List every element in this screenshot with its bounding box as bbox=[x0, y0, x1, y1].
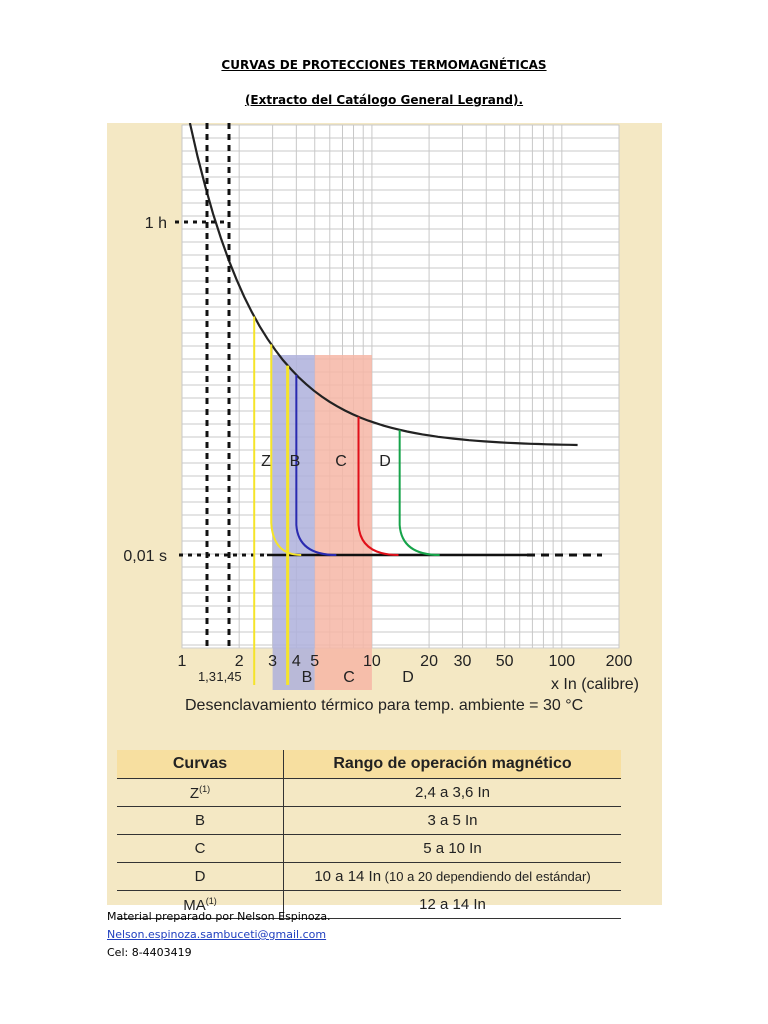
series-label-b: B bbox=[290, 453, 301, 470]
range-value: 2,4 a 3,6 In bbox=[414, 784, 491, 801]
y-label-bottom: 0,01 s bbox=[123, 548, 167, 565]
series-b-curve bbox=[295, 374, 337, 556]
curve-name: C bbox=[194, 840, 206, 857]
column-header-range: Rango de operación magnético bbox=[283, 750, 621, 779]
series-label-z: Z bbox=[261, 453, 271, 470]
table-row: B 3 a 5 In bbox=[117, 806, 621, 835]
x-tick-label: 30 bbox=[454, 653, 472, 670]
x-axis-label: x In (calibre) bbox=[551, 676, 639, 693]
x-tick-label: 5 bbox=[310, 653, 319, 670]
range-value: 10 a 14 In bbox=[314, 868, 382, 885]
curve-cell: B bbox=[117, 806, 284, 835]
chart-panel: 1 h 0,01 s 1 2 3 4 5 10 20 30 50 100 200 1,3 1,45 x In … bbox=[107, 123, 662, 919]
range-cell: 2,4 a 3,6 In bbox=[283, 778, 621, 807]
page-title: CURVAS DE PROTECCIONES TERMOMAGNÉTICAS bbox=[221, 58, 547, 72]
footer-author: Material preparado por Nelson Espinoza. bbox=[107, 910, 331, 923]
x-tick-label: 200 bbox=[606, 653, 633, 670]
x-tick-label: 50 bbox=[496, 653, 514, 670]
label-layer: 1 h 0,01 s 1 2 3 4 5 10 20 30 50 100 200 1,3 1,45 x In … bbox=[123, 215, 639, 693]
series-z-curve bbox=[270, 344, 302, 556]
x-tick-label: 100 bbox=[548, 653, 575, 670]
curve-cell: D bbox=[117, 862, 284, 891]
curve-name: D bbox=[194, 868, 206, 885]
curve-cell: MA(1) bbox=[117, 890, 284, 919]
x-tick-label: 10 bbox=[363, 653, 381, 670]
table-row: MA(1) 12 a 14 In bbox=[117, 890, 621, 919]
page-subtitle: (Extracto del Catálogo General Legrand). bbox=[244, 93, 524, 107]
column-header-curves: Curvas bbox=[117, 750, 284, 779]
band-layer bbox=[272, 355, 372, 690]
operation-range-table: Curvas Rango de operación magnético Z(1)… bbox=[117, 750, 621, 919]
band-label-d: D bbox=[402, 669, 414, 686]
footer-phone: Cel: 8-4403419 bbox=[107, 946, 192, 959]
range-value: 5 a 10 In bbox=[423, 840, 482, 857]
series-c-curve bbox=[357, 416, 399, 556]
table-row: Z(1) 2,4 a 3,6 In bbox=[117, 778, 621, 807]
footer-email-link[interactable]: Nelson.espinoza.sambuceti@gmail.com bbox=[107, 928, 327, 941]
table-row: D 10 a 14 In (10 a 20 dependiendo del est… bbox=[117, 862, 621, 891]
x-sub-tick-label: 1,3 bbox=[198, 669, 216, 684]
band-b bbox=[272, 355, 315, 690]
range-note: (10 a 20 dependiendo del estándar) bbox=[381, 869, 591, 884]
chart-grid bbox=[181, 124, 620, 649]
band-label-c: C bbox=[343, 669, 355, 686]
series-label-d: D bbox=[379, 453, 391, 470]
curve-name: MA bbox=[183, 896, 206, 914]
trip-curve-chart: 1 h 0,01 s 1 2 3 4 5 10 20 30 50 100 200 1,3 1,45 x In … bbox=[123, 123, 639, 693]
x-sub-tick-label: 1,45 bbox=[216, 669, 241, 684]
x-tick-label: 1 bbox=[178, 653, 187, 670]
curve-cell: Z(1) bbox=[117, 778, 284, 807]
range-cell: 5 a 10 In bbox=[283, 834, 621, 863]
range-cell: 12 a 14 In bbox=[283, 890, 621, 919]
x-tick-label: 20 bbox=[420, 653, 438, 670]
chart-caption: Desenclavamiento térmico para temp. ambi… bbox=[185, 697, 584, 714]
table-header-row: Curvas Rango de operación magnético bbox=[117, 750, 621, 779]
range-cell: 3 a 5 In bbox=[283, 806, 621, 835]
range-value: 3 a 5 In bbox=[427, 812, 478, 829]
y-label-top: 1 h bbox=[145, 215, 167, 232]
band-c bbox=[314, 355, 372, 690]
series-d-curve bbox=[398, 429, 440, 556]
footnote-mark: (1) bbox=[205, 895, 217, 906]
range-value: 12 a 14 In bbox=[419, 896, 486, 913]
range-cell: 10 a 14 In (10 a 20 dependiendo del está… bbox=[283, 862, 621, 891]
x-tick-label: 2 bbox=[235, 653, 244, 670]
curve-name: B bbox=[194, 812, 205, 829]
series-label-c: C bbox=[335, 453, 347, 470]
curve-name: Z bbox=[189, 784, 200, 802]
footnote-mark: (1) bbox=[199, 783, 211, 794]
x-tick-label: 3 bbox=[268, 653, 277, 670]
series-layer bbox=[175, 123, 602, 685]
band-label-b: B bbox=[302, 669, 313, 686]
x-tick-label: 4 bbox=[292, 653, 301, 670]
curve-cell: C bbox=[117, 834, 284, 863]
table-row: C 5 a 10 In bbox=[117, 834, 621, 863]
